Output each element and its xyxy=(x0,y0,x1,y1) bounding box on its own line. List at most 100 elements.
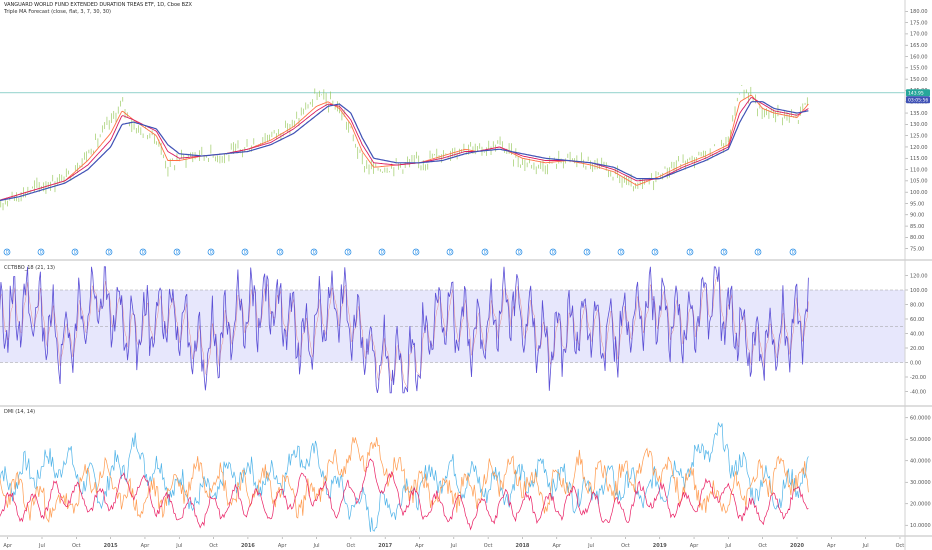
price-tick-label: 165.00 xyxy=(910,43,928,49)
dividend-glyph: D xyxy=(620,250,623,255)
dividend-icon[interactable]: D xyxy=(754,248,762,256)
adx-line xyxy=(0,458,809,531)
dividend-glyph: D xyxy=(74,250,77,255)
dividend-icon[interactable]: D xyxy=(789,248,797,256)
dividend-icon[interactable]: D xyxy=(446,248,454,256)
badge-background xyxy=(906,89,930,97)
dividend-icon[interactable]: D xyxy=(481,248,489,256)
price-tick-label: 170.00 xyxy=(910,32,928,38)
dividend-icon[interactable]: D xyxy=(105,248,113,256)
dividend-icon[interactable]: D xyxy=(412,248,420,256)
dividend-circle xyxy=(310,248,318,256)
time-tick-label: Jul xyxy=(175,543,182,549)
dmi-panel: 10.0000 20.0000 30.0000 40.0000 50.0000 60.00… xyxy=(0,416,931,533)
dividend-glyph: D xyxy=(552,250,555,255)
oscillator-legend: CCTBBO_18 (21, 13) xyxy=(4,265,55,271)
price-tick-label: 120.00 xyxy=(910,145,928,151)
dividend-circle xyxy=(754,248,762,256)
dividend-glyph: D xyxy=(142,250,145,255)
time-tick-label: 2017 xyxy=(378,543,392,549)
dividend-circle xyxy=(481,248,489,256)
dividend-icon[interactable]: D xyxy=(378,248,386,256)
dividend-icon[interactable]: D xyxy=(173,248,181,256)
price-tick-label: 85.00 xyxy=(910,224,924,230)
time-tick-label: Oct xyxy=(209,543,218,549)
time-tick-label: Jul xyxy=(724,543,731,549)
dividend-icon[interactable]: D xyxy=(3,248,11,256)
time-tick-label: Apr xyxy=(278,543,288,549)
dmi-tick-label: 60.0000 xyxy=(910,416,931,422)
time-tick-label: 2020 xyxy=(790,543,804,549)
price-tick-label: 80.00 xyxy=(910,235,924,241)
dividend-glyph: D xyxy=(40,250,43,255)
dividend-glyph: D xyxy=(279,250,282,255)
slow-ma-line xyxy=(0,101,809,202)
dividend-glyph: D xyxy=(244,250,247,255)
time-tick-label: Jul xyxy=(450,543,457,549)
time-tick-label: Jul xyxy=(862,543,869,549)
time-tick-label: Jul xyxy=(38,543,45,549)
dividend-icon[interactable]: D xyxy=(139,248,147,256)
dmi-tick-label: 10.0000 xyxy=(910,523,931,529)
dividend-glyph: D xyxy=(176,250,179,255)
time-tick-label: 2016 xyxy=(241,543,255,549)
dividend-circle xyxy=(207,248,215,256)
badge-background xyxy=(906,96,930,104)
dividend-circle xyxy=(686,248,694,256)
dividend-icon[interactable]: D xyxy=(651,248,659,256)
time-axis[interactable]: Apr Jul Oct 2015 Apr Jul Oct 2016 Apr Jul Oct 2017 A… xyxy=(3,537,904,549)
dividend-icon[interactable]: D xyxy=(310,248,318,256)
badge-label: 03:05:56 xyxy=(908,98,928,104)
dividend-glyph: D xyxy=(518,250,521,255)
time-tick-label: Jul xyxy=(313,543,320,549)
price-panel: 75.00 80.00 85.00 90.00 95.00 100.00 105.00 110… xyxy=(0,9,930,256)
oscillator-signal-line xyxy=(0,274,809,389)
oscillator-line xyxy=(0,266,809,394)
price-tick-label: 135.00 xyxy=(910,111,928,117)
price-tick-label: 90.00 xyxy=(910,213,924,219)
oscillator-tick-label: 20.00 xyxy=(910,346,924,352)
dividend-circle xyxy=(789,248,797,256)
price-tick-label: 100.00 xyxy=(910,190,928,196)
dividend-circle xyxy=(3,248,11,256)
price-tick-label: 105.00 xyxy=(910,179,928,185)
price-tick-label: 125.00 xyxy=(910,133,928,139)
price-tick-label: 115.00 xyxy=(910,156,928,162)
dividend-icon[interactable]: D xyxy=(617,248,625,256)
dividend-glyph: D xyxy=(757,250,760,255)
dividend-icon[interactable]: D xyxy=(344,248,352,256)
oscillator-tick-label: 80.00 xyxy=(910,302,924,308)
time-tick-label: Oct xyxy=(621,543,630,549)
time-tick-label: Oct xyxy=(758,543,767,549)
dividend-icon[interactable]: D xyxy=(549,248,557,256)
dmi-plus-line xyxy=(0,421,809,533)
dividend-circle xyxy=(241,248,249,256)
dividend-circle xyxy=(412,248,420,256)
oscillator-tick-label: 40.00 xyxy=(910,331,924,337)
oscillator-tick-label: -40.00 xyxy=(910,389,926,395)
last-price-badge: 143.95 xyxy=(906,89,930,97)
dividend-circle xyxy=(173,248,181,256)
dividend-icon[interactable]: D xyxy=(686,248,694,256)
dividend-circle xyxy=(139,248,147,256)
price-tick-label: 175.00 xyxy=(910,20,928,26)
dividend-icon[interactable]: D xyxy=(276,248,284,256)
dividend-icon[interactable]: D xyxy=(71,248,79,256)
dividend-icon[interactable]: D xyxy=(515,248,523,256)
price-tick-label: 160.00 xyxy=(910,54,928,60)
dividend-icon[interactable]: D xyxy=(241,248,249,256)
dividend-circle xyxy=(446,248,454,256)
dividend-circle xyxy=(651,248,659,256)
dividend-circle xyxy=(583,248,591,256)
dividend-glyph: D xyxy=(108,250,111,255)
dividend-circle xyxy=(71,248,79,256)
dividend-icon[interactable]: D xyxy=(37,248,45,256)
dividend-icon[interactable]: D xyxy=(207,248,215,256)
dividend-glyph: D xyxy=(484,250,487,255)
dividend-icon[interactable]: D xyxy=(720,248,728,256)
dividend-icon[interactable]: D xyxy=(583,248,591,256)
time-tick-label: Apr xyxy=(690,543,700,549)
time-tick-label: 2019 xyxy=(653,543,667,549)
price-tick-label: 110.00 xyxy=(910,167,928,173)
time-tick-label: Apr xyxy=(3,543,13,549)
